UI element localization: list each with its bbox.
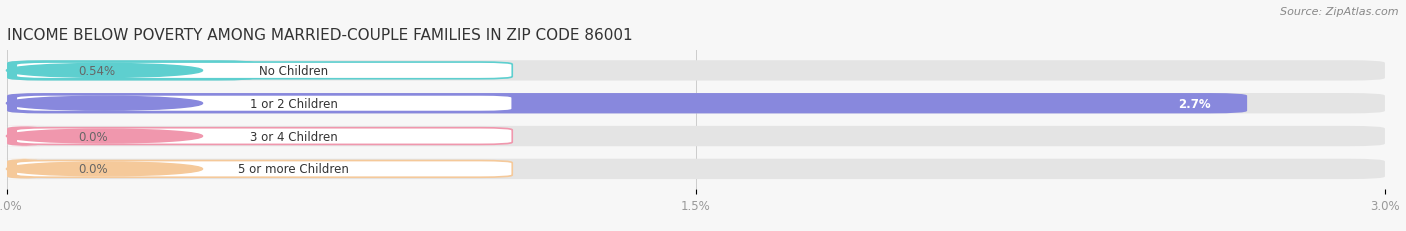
FancyBboxPatch shape	[17, 128, 512, 145]
FancyBboxPatch shape	[7, 61, 254, 81]
Text: 2.7%: 2.7%	[1178, 97, 1211, 110]
FancyBboxPatch shape	[17, 95, 512, 112]
Circle shape	[7, 162, 202, 176]
Text: No Children: No Children	[259, 65, 328, 78]
FancyBboxPatch shape	[4, 126, 44, 147]
Text: 1 or 2 Children: 1 or 2 Children	[250, 97, 337, 110]
Text: INCOME BELOW POVERTY AMONG MARRIED-COUPLE FAMILIES IN ZIP CODE 86001: INCOME BELOW POVERTY AMONG MARRIED-COUPL…	[7, 28, 633, 43]
FancyBboxPatch shape	[7, 126, 1385, 147]
Text: 0.0%: 0.0%	[79, 163, 108, 176]
Text: 5 or more Children: 5 or more Children	[238, 163, 349, 176]
FancyBboxPatch shape	[17, 63, 512, 79]
FancyBboxPatch shape	[17, 161, 512, 177]
Circle shape	[7, 130, 202, 143]
Text: 3 or 4 Children: 3 or 4 Children	[250, 130, 337, 143]
FancyBboxPatch shape	[7, 61, 1385, 81]
Circle shape	[7, 97, 202, 111]
Text: Source: ZipAtlas.com: Source: ZipAtlas.com	[1281, 7, 1399, 17]
FancyBboxPatch shape	[7, 94, 1247, 114]
Text: 0.54%: 0.54%	[79, 65, 115, 78]
FancyBboxPatch shape	[7, 159, 1385, 179]
FancyBboxPatch shape	[4, 159, 44, 179]
FancyBboxPatch shape	[7, 94, 1385, 114]
Text: 0.0%: 0.0%	[79, 130, 108, 143]
Circle shape	[7, 64, 202, 78]
